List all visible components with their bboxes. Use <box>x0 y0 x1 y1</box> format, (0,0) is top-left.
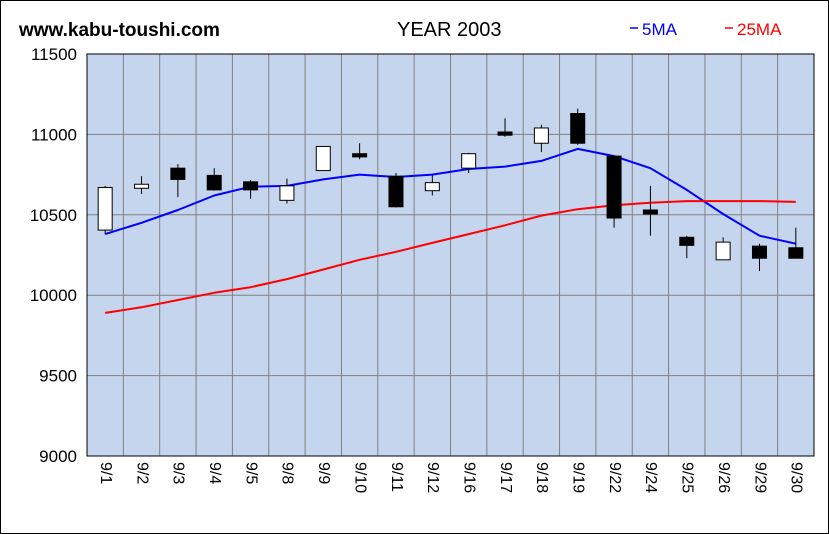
y-tick-label: 10500 <box>30 206 77 225</box>
x-tick-label: 9/18 <box>533 462 550 493</box>
candle-body <box>497 131 513 136</box>
x-tick-label: 9/29 <box>751 462 768 493</box>
candles <box>97 108 804 272</box>
candle-body <box>533 127 549 144</box>
x-tick-label: 9/24 <box>642 462 659 493</box>
candle-body <box>97 186 113 231</box>
x-tick-label: 9/11 <box>388 462 405 492</box>
candle-body <box>388 175 404 208</box>
candle-body <box>243 181 259 191</box>
chart-title: YEAR 2003 <box>397 19 502 41</box>
plot-border <box>86 53 815 457</box>
candle <box>497 118 513 137</box>
x-tick-label: 9/25 <box>679 462 696 493</box>
candle <box>606 155 622 228</box>
candle <box>679 235 695 259</box>
x-tick-label: 9/10 <box>351 462 368 493</box>
x-tick-label: 9/4 <box>206 462 223 484</box>
x-tick-label: 9/9 <box>315 462 332 484</box>
candle <box>461 152 477 173</box>
x-tick-label: 9/22 <box>606 462 623 493</box>
candle <box>243 180 259 199</box>
candle <box>533 124 549 153</box>
x-tick-label: 9/12 <box>424 462 441 493</box>
candle <box>97 185 113 235</box>
candle <box>315 145 331 172</box>
legend: 5MA 25MA <box>630 20 782 39</box>
candle-body <box>279 185 295 201</box>
candle <box>352 143 368 160</box>
candle <box>751 243 767 272</box>
ma-line-5ma <box>104 147 797 245</box>
candle-body <box>642 209 658 215</box>
y-tick-label: 10000 <box>30 286 77 305</box>
x-tick-label: 9/3 <box>170 462 187 484</box>
y-tick-label: 9000 <box>39 447 77 466</box>
candle-body <box>679 236 695 246</box>
candle <box>788 227 804 259</box>
candle-body <box>751 245 767 259</box>
y-axis: 9000 9500 10000 10500 11000 11500 <box>30 45 77 466</box>
candle <box>170 164 186 198</box>
legend-25ma-label: 25MA <box>737 20 782 39</box>
y-tick-label: 11000 <box>31 125 77 144</box>
candle <box>388 172 404 208</box>
candle-body <box>424 182 440 192</box>
site-url: www.kabu-toushi.com <box>18 20 220 41</box>
candle-body <box>788 247 804 259</box>
x-tick-label: 9/26 <box>715 462 732 493</box>
candle <box>570 108 586 145</box>
x-axis: 9/1 9/2 9/3 9/4 9/5 9/8 9/9 9/10 9/11 9/12 9/16 9/1… <box>97 462 805 493</box>
candle <box>206 168 222 191</box>
candle <box>715 237 731 261</box>
candle <box>279 178 295 204</box>
candle-body <box>352 153 368 158</box>
x-tick-label: 9/30 <box>788 462 805 493</box>
candle <box>642 185 658 236</box>
x-tick-label: 9/5 <box>242 462 259 484</box>
candle <box>424 175 440 196</box>
x-tick-label: 9/8 <box>279 462 296 484</box>
candle-body <box>715 241 731 261</box>
y-tick-label: 9500 <box>39 367 77 386</box>
candle-body <box>206 174 222 191</box>
candle-body <box>570 112 586 144</box>
ma-line-25ma <box>105 200 796 314</box>
x-tick-label: 9/17 <box>497 462 514 493</box>
candle-body <box>606 155 622 219</box>
legend-5ma-label: 5MA <box>642 20 678 39</box>
candle-body <box>315 145 331 172</box>
candle-body <box>170 167 186 180</box>
x-tick-label: 9/19 <box>569 462 586 493</box>
y-tick-label: 11500 <box>31 45 77 64</box>
x-tick-label: 9/1 <box>97 462 114 484</box>
candle <box>134 176 150 194</box>
x-tick-label: 9/2 <box>133 462 150 484</box>
gridlines <box>87 54 814 456</box>
x-tick-label: 9/16 <box>460 462 477 493</box>
candle-body <box>461 153 477 169</box>
candle-body <box>134 183 150 189</box>
moving-average-lines <box>104 147 797 314</box>
